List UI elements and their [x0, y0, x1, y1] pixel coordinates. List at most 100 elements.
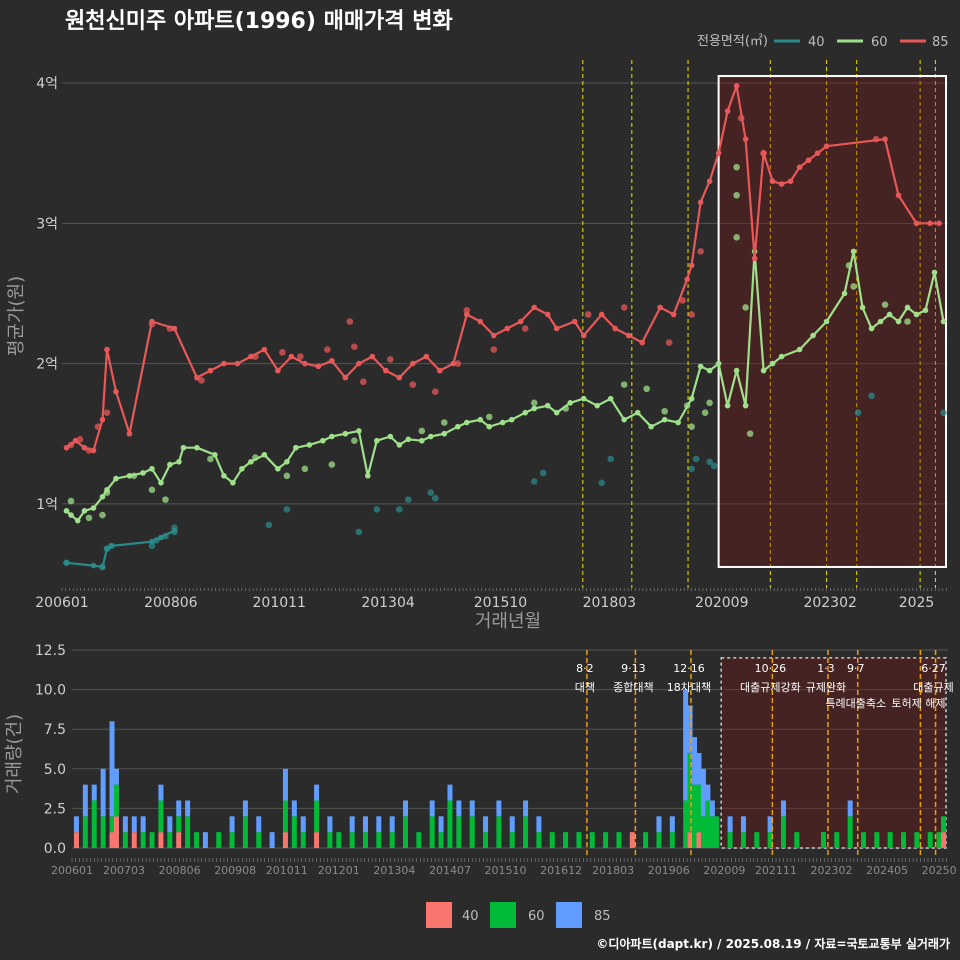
event-name-label: 대출규제강화: [740, 681, 801, 694]
bottom-highlight-box: [720, 657, 947, 849]
point-40: [405, 496, 412, 503]
point-60: [485, 413, 493, 421]
line-point-60: [733, 367, 740, 374]
event-name-label: 종합대책: [613, 681, 653, 694]
bar-85: [687, 705, 693, 753]
bar-85: [780, 800, 786, 817]
bar-85: [229, 816, 235, 833]
line-point-85: [126, 430, 133, 437]
line-point-85: [436, 367, 443, 374]
line-point-60: [810, 332, 816, 339]
point-40: [283, 506, 291, 513]
point-85: [688, 311, 695, 318]
line-point-60: [239, 465, 245, 472]
line-point-85: [81, 444, 88, 451]
line-point-60: [293, 444, 299, 451]
point-40: [530, 478, 538, 485]
point-60: [850, 283, 857, 290]
bar-85: [656, 816, 662, 833]
point-60: [99, 511, 106, 519]
line-point-60: [553, 409, 560, 416]
line-point-85: [882, 136, 888, 142]
point-60: [688, 423, 695, 430]
bottom-x-tick-label: 200601: [51, 864, 93, 877]
line-point-85: [248, 353, 254, 360]
point-60: [742, 304, 749, 311]
point-40: [854, 409, 862, 416]
line-point-60: [913, 311, 920, 318]
bar-40: [687, 832, 693, 848]
bar-60: [185, 816, 191, 848]
top-x-tick-label: 200601: [35, 595, 88, 611]
point-40: [868, 392, 875, 400]
top-highlight-box: [717, 75, 948, 568]
line-point-60: [81, 508, 88, 514]
bar-60: [100, 816, 106, 848]
bar-85: [389, 816, 395, 833]
line-point-60: [167, 461, 173, 468]
event-date-label: 6·27: [921, 662, 946, 675]
event-name-label: 대출규제: [913, 681, 953, 694]
bar-60: [563, 832, 569, 848]
line-point-85: [778, 181, 785, 187]
bottom-x-tick-label: 201803: [592, 864, 634, 877]
bar-60: [887, 832, 893, 848]
top-x-tick-label: 201011: [253, 595, 306, 611]
line-point-60: [841, 290, 848, 297]
line-point-60: [760, 367, 767, 374]
bar-60: [158, 800, 164, 833]
line-point-60: [418, 437, 425, 444]
bottom-x-tick-label: 200703: [103, 864, 145, 877]
point-85: [351, 343, 358, 351]
line-point-85: [670, 311, 677, 318]
line-point-60: [221, 472, 227, 479]
bar-60: [603, 832, 609, 848]
bar-85: [669, 816, 675, 833]
line-point-85: [104, 346, 110, 353]
line-point-85: [580, 332, 587, 339]
top-series-marks: [63, 83, 947, 571]
line-point-60: [90, 505, 97, 511]
bar-85: [362, 816, 368, 833]
bottom-axes: 0.0 2.5 5.0 7.5 10.0 12.5 200601 200703 200806 20…: [35, 643, 957, 877]
bottom-y-tick-label: 0.0: [44, 841, 66, 857]
bar-60: [705, 800, 711, 848]
line-point-85: [553, 325, 560, 332]
bottom-x-tick-label: 202009: [703, 864, 745, 877]
line-point-60: [499, 419, 506, 426]
point-60: [706, 399, 713, 407]
bar-60: [229, 832, 235, 848]
bar-60: [861, 832, 867, 848]
line-point-85: [261, 346, 268, 353]
bar-60: [91, 800, 97, 848]
bar-60: [696, 784, 702, 833]
bottom-x-tick-label: 201201: [318, 864, 360, 877]
bar-60: [376, 832, 382, 848]
bar-85: [847, 800, 853, 817]
bar-40: [282, 832, 288, 848]
bar-85: [300, 816, 306, 833]
top-axes: 1억 2억 3억 4억 200601 200806 201011 201304 201510 20…: [35, 76, 947, 611]
bar-60: [282, 800, 288, 833]
line-point-60: [697, 363, 704, 370]
line-point-60: [149, 465, 155, 472]
line-point-60: [396, 442, 403, 448]
point-60: [661, 407, 668, 415]
line-point-85: [895, 192, 902, 199]
bar-60: [291, 816, 297, 848]
line-point-85: [288, 353, 295, 360]
point-60: [148, 486, 156, 494]
bar-60: [767, 832, 773, 848]
line-point-60: [621, 416, 627, 423]
line-point-85: [356, 360, 362, 367]
bottom-x-tick-label: 200806: [159, 864, 201, 877]
line-point-60: [284, 458, 290, 465]
line-point-40: [108, 543, 115, 549]
point-85: [665, 339, 673, 346]
point-60: [620, 381, 628, 388]
line-point-60: [823, 318, 830, 325]
event-date-label: 8·2: [576, 662, 594, 675]
event-name-label: 토허제 해제: [891, 696, 945, 710]
point-85: [679, 297, 686, 304]
